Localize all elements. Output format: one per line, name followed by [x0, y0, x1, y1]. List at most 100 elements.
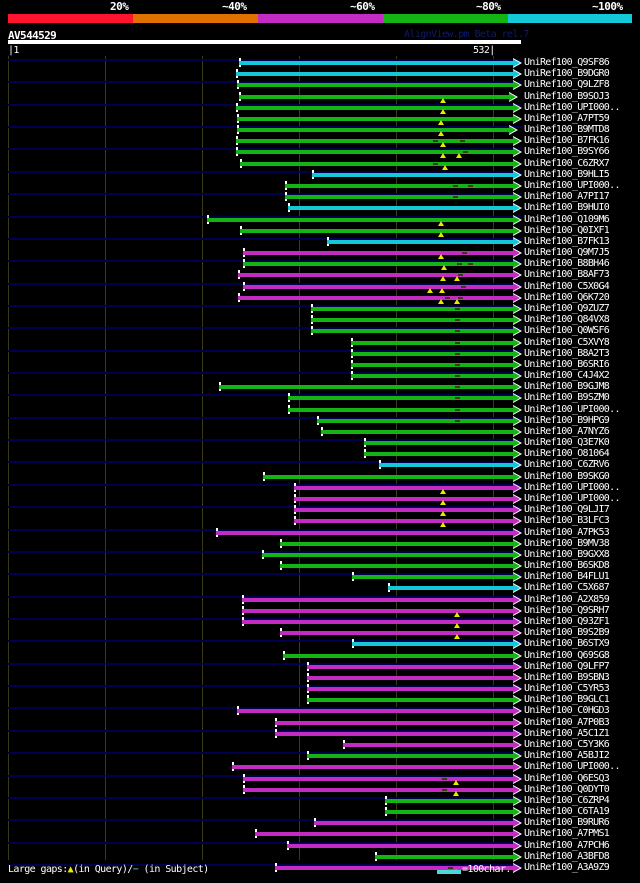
alignment-row[interactable] — [0, 549, 640, 561]
alignment-row[interactable] — [0, 113, 640, 125]
hit-label[interactable]: UniRef100_Q6K720 — [524, 291, 610, 303]
alignment-bar[interactable] — [236, 139, 513, 144]
alignment-row[interactable] — [0, 292, 640, 304]
alignment-bar[interactable] — [351, 362, 513, 367]
alignment-row[interactable] — [0, 192, 640, 203]
alignment-bar[interactable] — [307, 698, 513, 703]
alignment-row[interactable] — [0, 784, 640, 796]
hit-label[interactable]: UniRef100_UPI000.. — [524, 403, 620, 415]
alignment-row[interactable] — [0, 158, 640, 170]
alignment-row[interactable] — [0, 851, 640, 863]
alignment-row[interactable] — [0, 180, 640, 192]
alignment-bar[interactable] — [379, 463, 513, 468]
hit-label[interactable]: UniRef100_Q0IXF1 — [524, 224, 610, 236]
hit-label[interactable]: UniRef100_C5X687 — [524, 582, 610, 594]
hit-label[interactable]: UniRef100_Q109M6 — [524, 213, 610, 225]
alignment-bar[interactable] — [351, 374, 513, 379]
alignment-row[interactable] — [0, 359, 640, 371]
alignment-row[interactable] — [0, 639, 640, 650]
alignment-row[interactable] — [0, 717, 640, 729]
alignment-bar[interactable] — [311, 318, 513, 323]
alignment-row[interactable] — [0, 236, 640, 248]
alignment-row[interactable] — [0, 494, 640, 506]
alignment-row[interactable] — [0, 426, 640, 438]
alignment-bar[interactable] — [243, 787, 513, 792]
alignment-bar[interactable] — [288, 206, 513, 211]
alignment-row[interactable] — [0, 125, 640, 137]
hit-label[interactable]: UniRef100_B9SOJ3 — [524, 90, 610, 102]
hit-label[interactable]: UniRef100_B9DGR0 — [524, 68, 610, 80]
hit-label[interactable]: UniRef100_UPI000.. — [524, 101, 620, 113]
alignment-bar[interactable] — [280, 631, 513, 636]
alignment-bar[interactable] — [236, 150, 513, 155]
hit-label[interactable]: UniRef100_A7PI17 — [524, 191, 610, 203]
alignment-row[interactable] — [0, 482, 640, 494]
alignment-bar[interactable] — [343, 742, 513, 747]
hit-label[interactable]: UniRef100_Q84VX8 — [524, 314, 610, 326]
alignment-bar[interactable] — [352, 642, 513, 647]
alignment-row[interactable] — [0, 371, 640, 382]
alignment-bar[interactable] — [236, 105, 513, 110]
hit-label[interactable]: UniRef100_C0HGD3 — [524, 705, 610, 717]
alignment-row[interactable] — [0, 795, 640, 807]
hit-label[interactable]: UniRef100_UPI000.. — [524, 179, 620, 191]
alignment-row[interactable] — [0, 505, 640, 517]
alignment-row[interactable] — [0, 594, 640, 606]
alignment-bar[interactable] — [317, 418, 513, 423]
alignment-bar[interactable] — [243, 251, 513, 256]
alignment-bar[interactable] — [238, 295, 513, 300]
alignment-row[interactable] — [0, 259, 640, 271]
alignment-row[interactable] — [0, 773, 640, 785]
alignment-bar[interactable] — [385, 798, 513, 803]
alignment-bar[interactable] — [285, 195, 513, 200]
hit-label[interactable]: UniRef100_Q3E7K0 — [524, 437, 610, 449]
alignment-bar[interactable] — [238, 273, 513, 278]
hit-label[interactable]: UniRef100_A2X859 — [524, 593, 610, 605]
hit-label[interactable]: UniRef100_Q0WSF6 — [524, 325, 610, 337]
alignment-row[interactable] — [0, 248, 640, 260]
hit-label[interactable]: UniRef100_A7PK53 — [524, 526, 610, 538]
hit-label[interactable]: UniRef100_B6SKD8 — [524, 560, 610, 572]
alignment-row[interactable] — [0, 706, 640, 717]
alignment-row[interactable] — [0, 415, 640, 427]
alignment-row[interactable] — [0, 684, 640, 695]
alignment-bar[interactable] — [312, 172, 513, 177]
hit-label[interactable]: UniRef100_UPI000.. — [524, 481, 620, 493]
alignment-row[interactable] — [0, 762, 640, 773]
alignment-bar[interactable] — [288, 407, 513, 412]
alignment-row[interactable] — [0, 728, 640, 740]
alignment-bar[interactable] — [285, 183, 513, 188]
alignment-bar[interactable] — [388, 586, 513, 591]
alignment-bar[interactable] — [294, 519, 513, 524]
alignment-bar[interactable] — [263, 474, 513, 479]
alignment-bar[interactable] — [242, 597, 513, 602]
hit-label[interactable]: UniRef100_B3LFC3 — [524, 515, 610, 527]
alignment-bar[interactable] — [283, 653, 513, 658]
alignment-row[interactable] — [0, 672, 640, 684]
alignment-row[interactable] — [0, 605, 640, 617]
hit-label[interactable]: UniRef100_B6STX9 — [524, 638, 610, 650]
alignment-bar[interactable] — [385, 810, 513, 815]
alignment-bar[interactable] — [232, 765, 513, 770]
alignment-row[interactable] — [0, 527, 640, 539]
hit-label[interactable]: UniRef100_Q93ZF1 — [524, 616, 610, 627]
hit-label[interactable]: UniRef100_B9S2B9 — [524, 627, 610, 639]
hit-label[interactable]: UniRef100_UPI000.. — [524, 493, 620, 505]
alignment-bar[interactable] — [240, 228, 513, 233]
alignment-row[interactable] — [0, 136, 640, 148]
alignment-row[interactable] — [0, 348, 640, 360]
alignment-bar[interactable] — [243, 776, 513, 781]
hit-label[interactable]: UniRef100_UPI000.. — [524, 761, 620, 773]
alignment-row[interactable] — [0, 840, 640, 852]
hit-label[interactable]: UniRef100_A7PMS1 — [524, 828, 610, 840]
alignment-row[interactable] — [0, 583, 640, 594]
alignment-row[interactable] — [0, 650, 640, 662]
hit-label[interactable]: UniRef100_B9SKG0 — [524, 470, 610, 482]
hit-label[interactable]: UniRef100_C5X0G4 — [524, 280, 610, 292]
alignment-row[interactable] — [0, 449, 640, 460]
alignment-row[interactable] — [0, 270, 640, 282]
alignment-row[interactable] — [0, 404, 640, 416]
alignment-bar[interactable] — [243, 284, 513, 289]
alignment-bar[interactable] — [307, 664, 513, 669]
hit-label[interactable]: UniRef100_A5BJI2 — [524, 750, 610, 762]
